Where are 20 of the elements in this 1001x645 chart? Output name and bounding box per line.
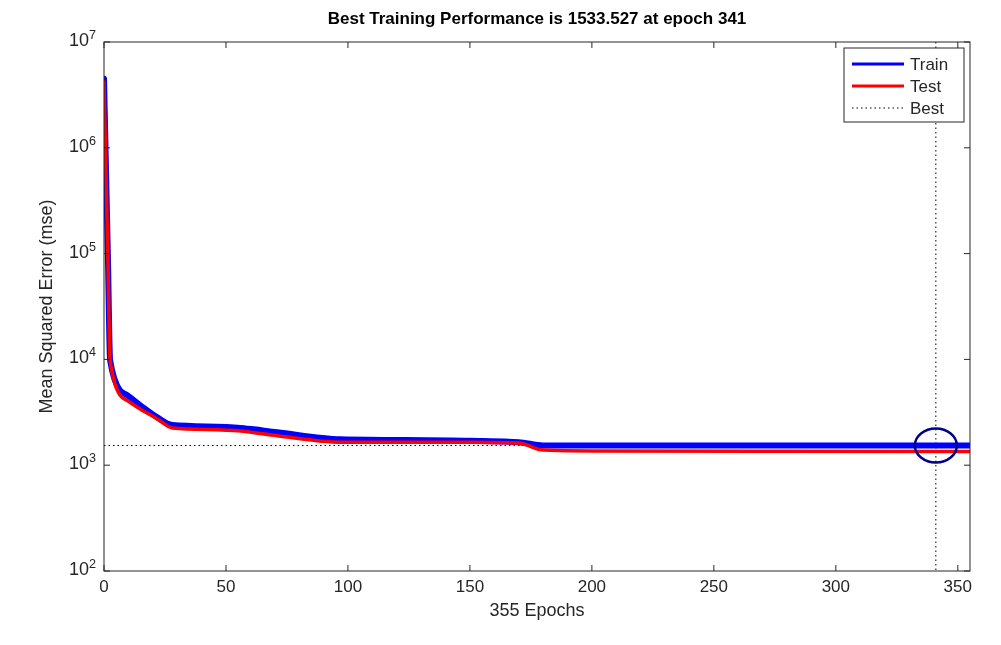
- x-tick-label: 200: [577, 577, 607, 596]
- x-tick-label: 250: [699, 577, 729, 596]
- y-tick-label: 10$^{3}$: [68, 451, 96, 474]
- y-tick-label: 10$^{4}$: [68, 345, 96, 368]
- chart-title: Best Training Performance is 1533.527 at epoch 341: [327, 9, 747, 28]
- y-tick-label: 10$^{6}$: [68, 133, 96, 156]
- x-tick-label: 350: [943, 577, 972, 596]
- y-tick-label: 10$^{7}$: [68, 28, 96, 50]
- ref-line-label: Best: [910, 99, 945, 118]
- y-tick-label: 10$^{5}$: [68, 239, 96, 262]
- x-tick-label: 100: [333, 577, 363, 596]
- legend-label: Test: [910, 77, 942, 96]
- x-tick-label: 0: [99, 577, 109, 596]
- y-tick-label: 10$^{2}$: [68, 557, 96, 579]
- x-axis-title: 355 Epochs: [489, 600, 585, 620]
- y-axis-title: Mean Squared Error (mse): [36, 199, 56, 414]
- legend-label: Train: [910, 55, 949, 74]
- x-tick-label: 50: [216, 577, 236, 596]
- x-tick-label: 150: [455, 577, 485, 596]
- x-tick-label: 300: [821, 577, 851, 596]
